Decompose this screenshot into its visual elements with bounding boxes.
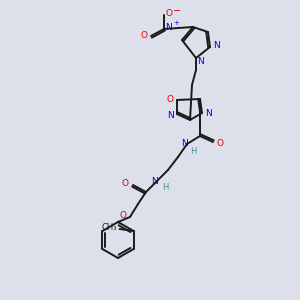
Text: N: N bbox=[205, 110, 212, 118]
Text: O: O bbox=[140, 32, 148, 40]
Text: CH₃: CH₃ bbox=[102, 224, 117, 232]
Text: −: − bbox=[173, 6, 181, 16]
Text: N: N bbox=[198, 56, 204, 65]
Text: +: + bbox=[173, 20, 179, 26]
Text: O: O bbox=[166, 10, 172, 19]
Text: O: O bbox=[119, 212, 127, 220]
Text: H: H bbox=[190, 148, 196, 157]
Text: O: O bbox=[122, 179, 128, 188]
Text: O: O bbox=[167, 94, 173, 103]
Text: N: N bbox=[152, 176, 158, 185]
Text: N: N bbox=[167, 110, 173, 119]
Text: O: O bbox=[217, 139, 224, 148]
Text: N: N bbox=[213, 40, 219, 50]
Text: H: H bbox=[162, 184, 168, 193]
Text: N: N bbox=[166, 23, 172, 32]
Text: N: N bbox=[181, 140, 188, 148]
